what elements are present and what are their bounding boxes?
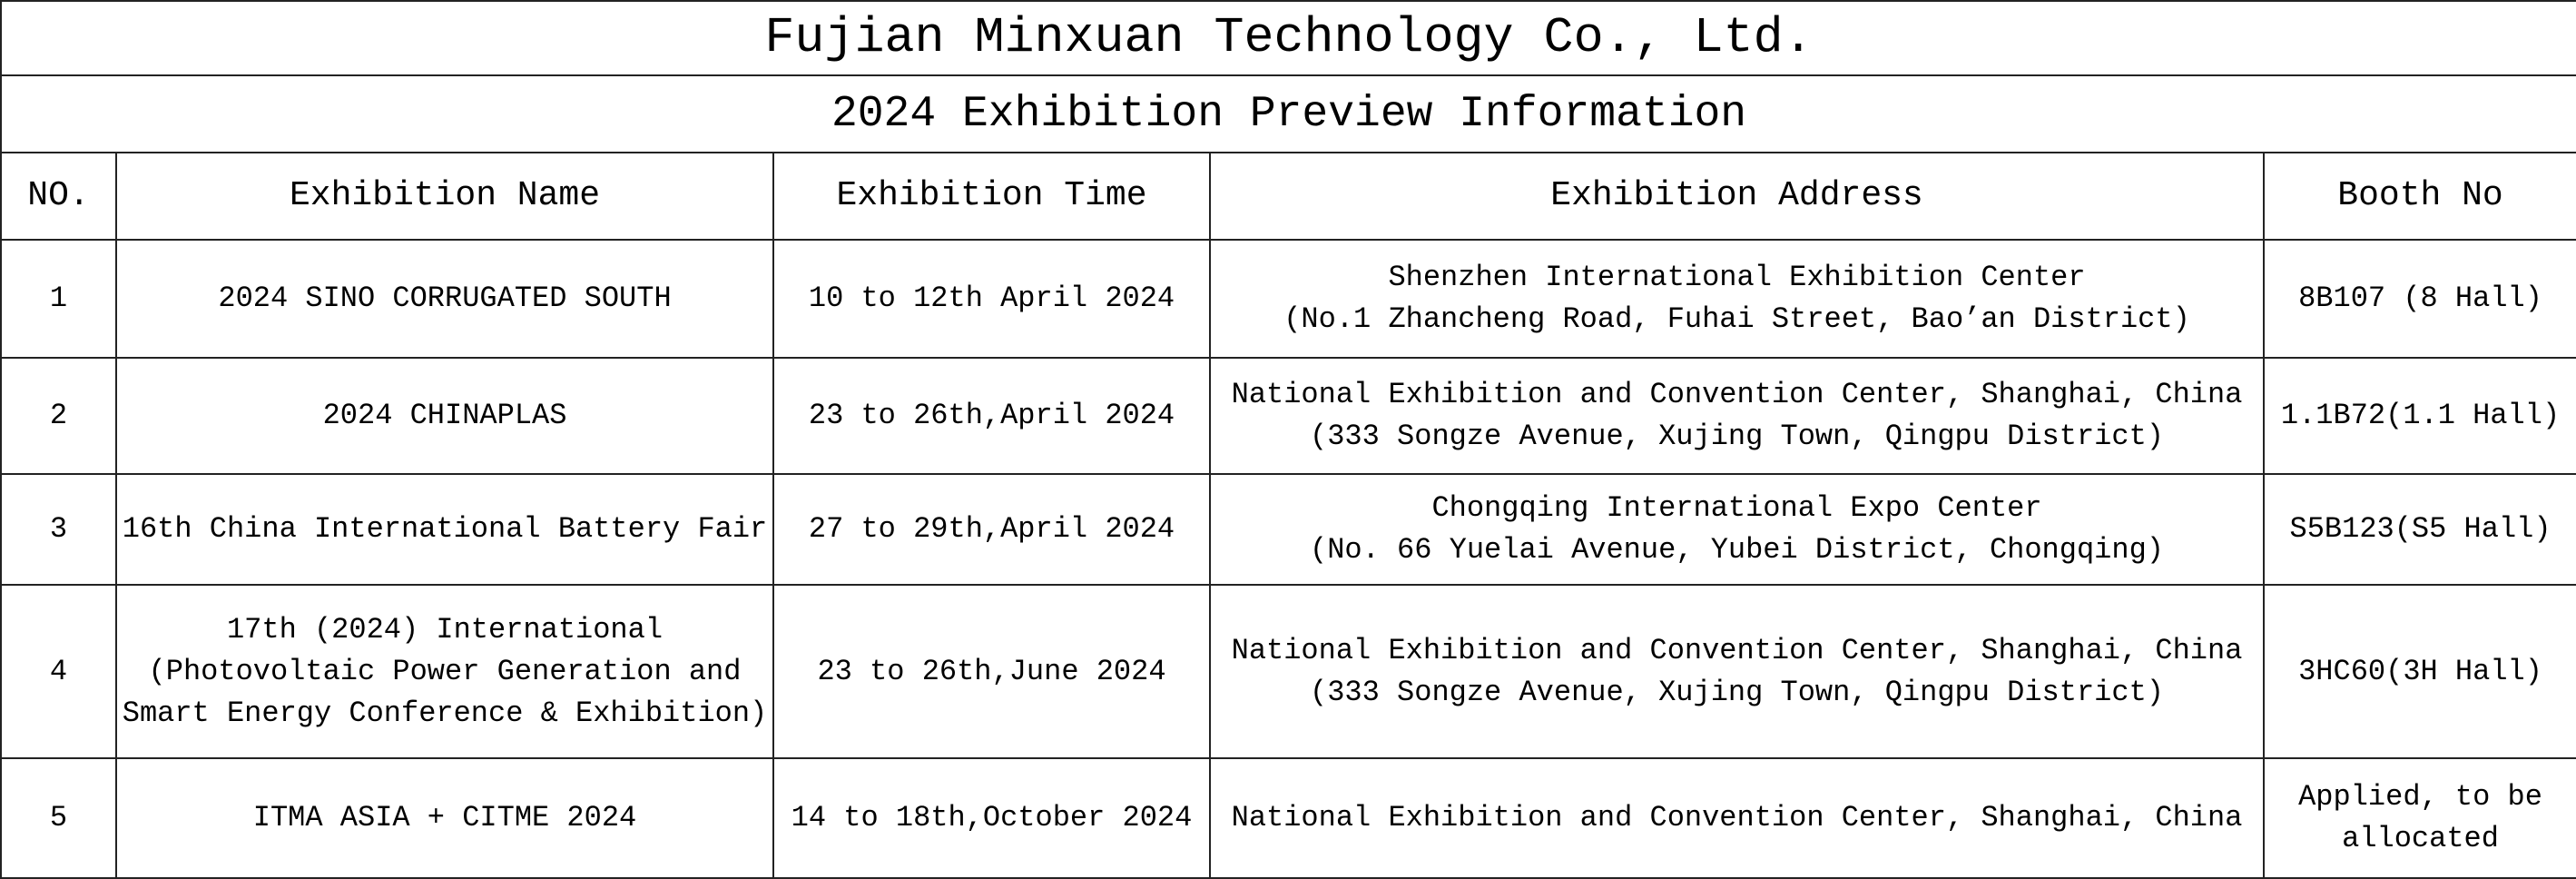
cell-address: Chongqing International Expo Center (No.… [1209, 473, 2265, 586]
cell-time: 23 to 26th,April 2024 [772, 357, 1211, 475]
cell-address: National Exhibition and Convention Cente… [1209, 357, 2265, 475]
column-header-booth: Booth No [2262, 152, 2576, 241]
column-header-name: Exhibition Name [115, 152, 774, 241]
column-header-address: Exhibition Address [1209, 152, 2265, 241]
header-row: NO. Exhibition Name Exhibition Time Exhi… [0, 152, 2576, 241]
table-row: 3 16th China International Battery Fair … [0, 473, 2576, 586]
cell-address: National Exhibition and Convention Cente… [1209, 757, 2265, 879]
table-row: 1 2024 SINO CORRUGATED SOUTH 10 to 12th … [0, 239, 2576, 359]
column-header-time: Exhibition Time [772, 152, 1211, 241]
cell-no: 4 [0, 584, 117, 759]
cell-name: 17th (2024) International (Photovoltaic … [115, 584, 774, 759]
cell-name: 16th China International Battery Fair [115, 473, 774, 586]
cell-address: Shenzhen International Exhibition Center… [1209, 239, 2265, 359]
cell-no: 2 [0, 357, 117, 475]
cell-time: 14 to 18th,October 2024 [772, 757, 1211, 879]
cell-time: 10 to 12th April 2024 [772, 239, 1211, 359]
table-row: 2 2024 CHINAPLAS 23 to 26th,April 2024 N… [0, 357, 2576, 475]
cell-no: 1 [0, 239, 117, 359]
cell-name: 2024 CHINAPLAS [115, 357, 774, 475]
cell-booth: 8B107 (8 Hall) [2262, 239, 2576, 359]
cell-name: 2024 SINO CORRUGATED SOUTH [115, 239, 774, 359]
table-row: 5 ITMA ASIA + CITME 2024 14 to 18th,Octo… [0, 757, 2576, 879]
cell-booth: Applied, to be allocated [2262, 757, 2576, 879]
cell-no: 3 [0, 473, 117, 586]
cell-name: ITMA ASIA + CITME 2024 [115, 757, 774, 879]
company-title: Fujian Minxuan Technology Co., Ltd. [0, 0, 2576, 76]
cell-booth: S5B123(S5 Hall) [2262, 473, 2576, 586]
column-header-no: NO. [0, 152, 117, 241]
cell-address: National Exhibition and Convention Cente… [1209, 584, 2265, 759]
table-row: 4 17th (2024) International (Photovoltai… [0, 584, 2576, 759]
cell-no: 5 [0, 757, 117, 879]
cell-time: 27 to 29th,April 2024 [772, 473, 1211, 586]
cell-time: 23 to 26th,June 2024 [772, 584, 1211, 759]
cell-booth: 3HC60(3H Hall) [2262, 584, 2576, 759]
cell-booth: 1.1B72(1.1 Hall) [2262, 357, 2576, 475]
table-subtitle: 2024 Exhibition Preview Information [0, 74, 2576, 153]
